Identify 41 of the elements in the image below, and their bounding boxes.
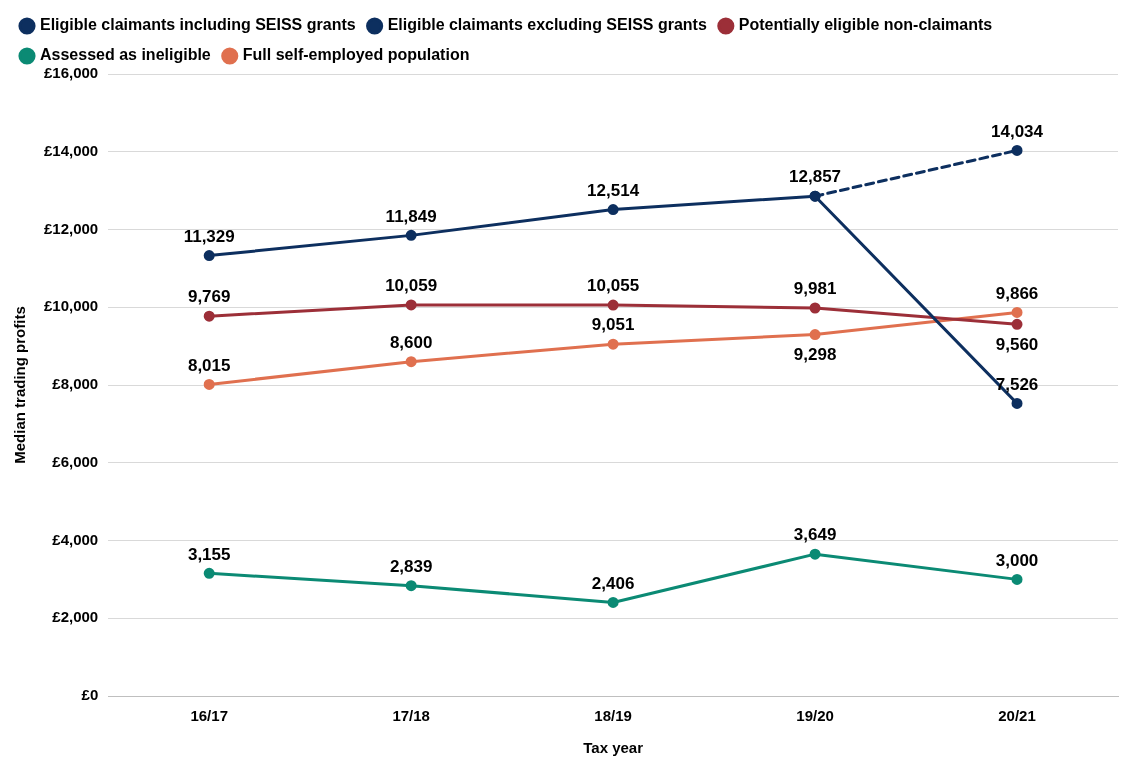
y-tick-label: £10,000 [43,297,99,315]
data-label: 12,514 [587,180,640,200]
data-label: 3,649 [793,525,837,545]
data-label: 3,155 [187,544,231,564]
data-label: 10,059 [385,276,438,296]
data-label: 3,000 [995,550,1039,570]
x-tick-label: 18/19 [594,707,632,725]
x-axis-title: Tax year [583,739,644,757]
data-label: 14,034 [991,121,1044,141]
data-label: 9,298 [793,344,837,364]
data-label: 8,600 [389,332,433,352]
legend-label: Full self-employed population [242,46,470,64]
legend-label: Eligible claimants including SEISS grants [40,16,356,34]
data-label: 2,406 [591,573,635,593]
y-tick-label: £8,000 [52,375,99,393]
data-label: 8,015 [187,355,231,375]
data-label: 12,857 [789,167,842,187]
y-tick-label: £16,000 [43,64,99,82]
y-tick-label: £2,000 [52,608,99,626]
y-tick-label: £0 [81,686,99,704]
data-label: 9,866 [995,283,1039,303]
data-label: 9,560 [995,334,1039,354]
data-label: 11,849 [385,206,437,226]
y-tick-label: £4,000 [52,530,99,548]
y-tick-label: £12,000 [43,219,99,237]
x-tick-label: 17/18 [392,707,430,725]
legend-label: Assessed as ineligible [40,46,211,64]
x-tick-label: 20/21 [998,707,1036,725]
y-tick-label: £14,000 [43,141,99,159]
y-axis-title: Median trading profits [11,306,29,464]
x-tick-label: 19/20 [796,707,834,725]
y-tick-label: £6,000 [52,452,99,470]
data-label: 9,981 [793,279,837,299]
data-label: 9,051 [591,315,635,335]
data-label: 11,329 [183,226,235,246]
legend-label: Eligible claimants excluding SEISS grants [387,16,707,34]
data-label: 2,839 [389,556,433,576]
data-label: 10,055 [587,276,640,296]
data-label: 9,769 [187,287,231,307]
x-tick-label: 16/17 [190,707,228,725]
legend-label: Potentially eligible non-claimants [738,16,993,34]
